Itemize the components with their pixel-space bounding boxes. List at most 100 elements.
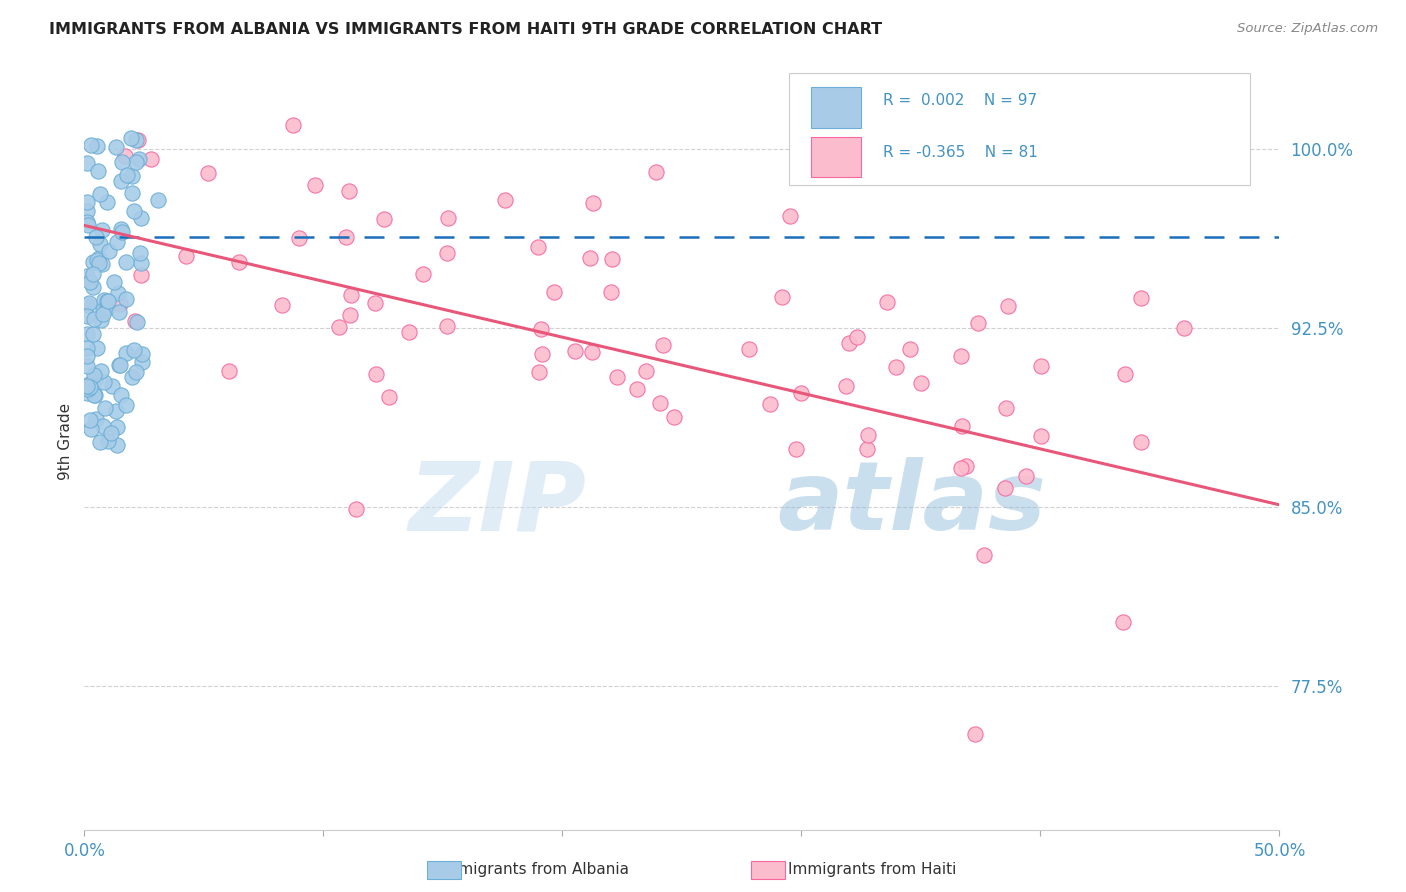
Point [579, 251, 602, 265]
Point [373, 212, 395, 227]
Text: R =  0.002    N = 97: R = 0.002 N = 97 [883, 94, 1036, 109]
Point [218, 364, 240, 378]
Point [105, 420, 128, 434]
Point [412, 267, 434, 281]
Point [876, 295, 898, 310]
Point [846, 329, 869, 343]
Point [529, 365, 551, 379]
Point [80, 422, 103, 436]
Point [111, 154, 134, 169]
Point [76, 218, 98, 232]
Point [76, 215, 98, 229]
Y-axis label: 9th Grade: 9th Grade [58, 403, 73, 480]
Text: atlas: atlas [778, 457, 1046, 550]
Point [89, 186, 111, 201]
Point [93, 293, 115, 308]
Point [950, 418, 973, 433]
Point [76, 195, 98, 210]
Point [271, 298, 294, 312]
Point [304, 178, 326, 192]
Point [105, 140, 128, 154]
Point [97, 293, 120, 308]
Point [97, 434, 120, 448]
Point [650, 396, 672, 410]
Point [110, 358, 132, 372]
Point [76, 203, 98, 218]
Point [128, 152, 150, 166]
Point [76, 359, 98, 374]
Point [1112, 615, 1135, 629]
Point [110, 297, 132, 311]
Point [82, 326, 104, 341]
Point [645, 165, 668, 179]
Point [76, 385, 98, 400]
Point [955, 459, 977, 474]
Point [494, 193, 516, 207]
Point [606, 370, 628, 384]
Point [994, 401, 1017, 415]
Point [856, 428, 879, 442]
Point [96, 293, 118, 308]
Point [967, 317, 990, 331]
Point [121, 186, 143, 200]
Point [107, 286, 129, 301]
Point [950, 349, 973, 363]
Point [364, 295, 387, 310]
Point [344, 501, 367, 516]
Point [83, 388, 105, 402]
Point [973, 548, 995, 562]
Point [94, 401, 117, 415]
Point [146, 193, 169, 207]
Point [83, 312, 105, 326]
Point [129, 246, 152, 260]
Point [115, 346, 138, 360]
Point [898, 342, 921, 356]
Point [86, 252, 108, 267]
Point [80, 138, 103, 153]
Point [79, 296, 101, 310]
Point [117, 168, 139, 182]
Point [340, 287, 363, 301]
Point [993, 481, 1015, 495]
Point [131, 347, 153, 361]
Point [997, 299, 1019, 313]
Point [76, 310, 98, 324]
Point [84, 388, 107, 402]
Point [526, 240, 548, 254]
Point [105, 438, 128, 452]
Point [87, 252, 110, 266]
Point [378, 390, 401, 404]
Point [337, 184, 360, 198]
Point [115, 398, 138, 412]
Text: ZIP: ZIP [408, 457, 586, 550]
Point [121, 370, 143, 384]
Point [197, 166, 219, 180]
Point [125, 315, 148, 329]
Point [910, 376, 932, 390]
Point [110, 174, 132, 188]
Point [108, 305, 131, 319]
Point [129, 268, 152, 282]
Point [531, 346, 554, 360]
Point [86, 342, 108, 356]
Point [76, 342, 98, 356]
FancyBboxPatch shape [811, 87, 862, 128]
Point [82, 268, 104, 282]
FancyBboxPatch shape [790, 73, 1250, 186]
Point [1029, 359, 1052, 374]
Point [228, 255, 250, 269]
Point [114, 149, 136, 163]
Text: Immigrants from Albania: Immigrants from Albania [439, 863, 630, 877]
Point [110, 388, 132, 402]
Point [111, 225, 134, 239]
Point [84, 372, 107, 386]
Point [93, 375, 115, 389]
Point [129, 211, 152, 226]
Point [76, 269, 98, 284]
Point [281, 118, 304, 132]
Point [79, 380, 101, 394]
Point [288, 231, 311, 245]
Point [582, 195, 605, 210]
Point [122, 203, 145, 218]
Point [83, 368, 105, 382]
